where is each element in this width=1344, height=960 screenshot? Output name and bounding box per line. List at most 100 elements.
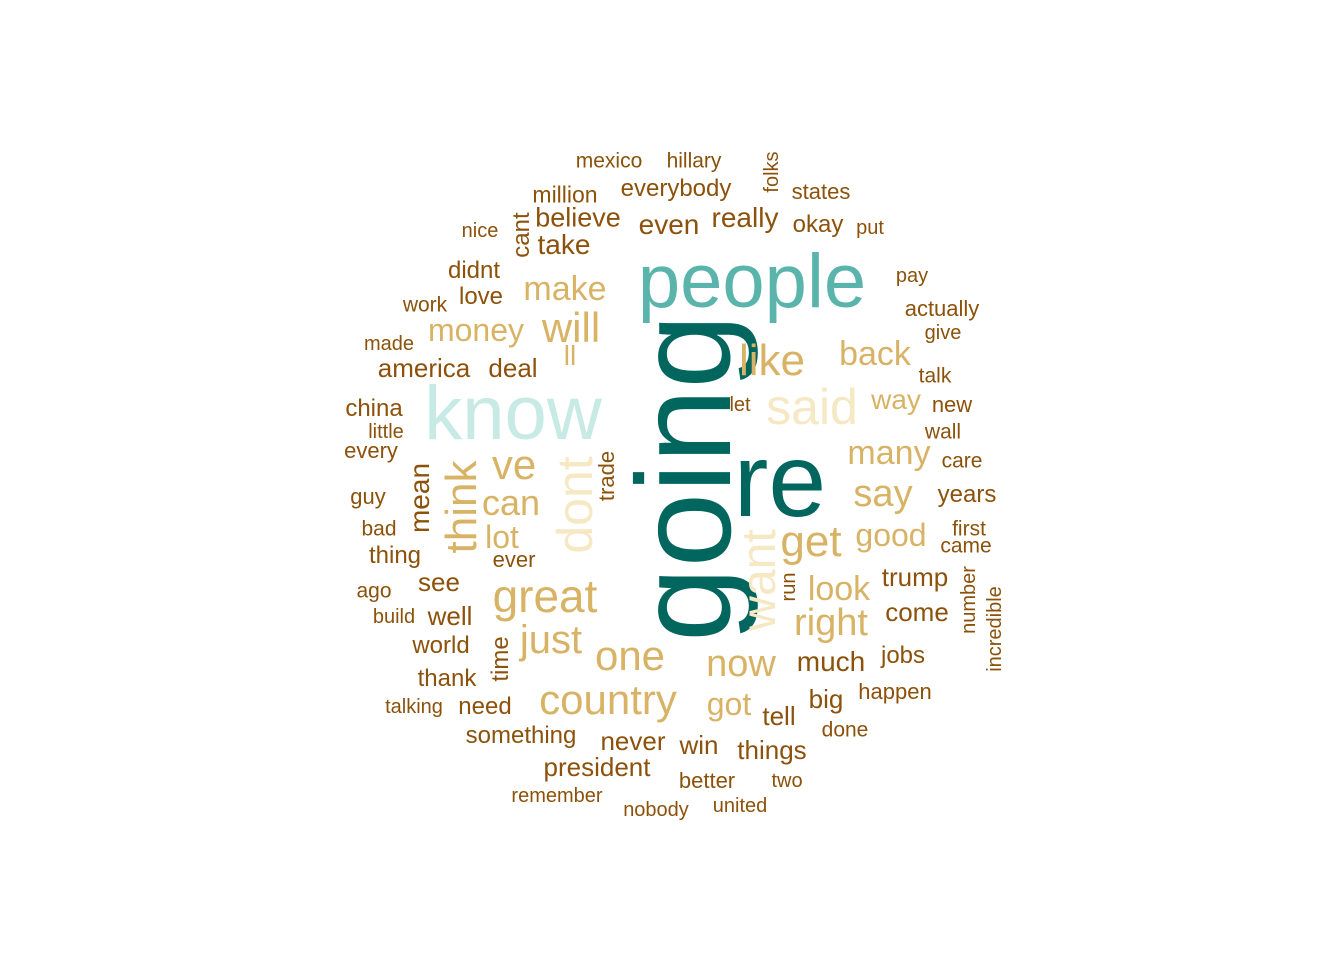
word-way: way — [871, 384, 921, 415]
word-good: good — [855, 517, 927, 553]
word-things: things — [737, 735, 807, 765]
word-much: much — [796, 646, 866, 677]
word-big: big — [808, 684, 844, 714]
word-million: million — [532, 181, 598, 208]
word-world: world — [412, 632, 470, 659]
word-build: build — [372, 606, 416, 628]
word-new: new — [931, 392, 973, 417]
word-talk: talk — [918, 364, 952, 388]
word-now: now — [706, 643, 776, 685]
word-cant: cant — [508, 212, 535, 258]
word-love: love — [458, 283, 504, 310]
word-every: every — [344, 438, 398, 463]
word-even: even — [638, 209, 700, 240]
word-done: done — [821, 718, 869, 742]
word-ll: ll — [563, 340, 577, 371]
word-time: time — [487, 636, 514, 682]
word-two: two — [771, 770, 803, 792]
word-came: came — [940, 534, 992, 558]
word-make: make — [523, 270, 607, 308]
word-re: re — [733, 423, 827, 539]
word-just: just — [519, 618, 583, 662]
word-states: states — [791, 179, 851, 204]
word-country: country — [539, 676, 677, 723]
word-great: great — [492, 570, 598, 622]
word-win: win — [679, 730, 719, 760]
word-will: will — [541, 304, 601, 351]
word-deal: deal — [488, 353, 538, 383]
word-little: little — [368, 421, 404, 443]
word-come: come — [885, 597, 949, 627]
word-bad: bad — [361, 517, 397, 541]
word-hillary: hillary — [666, 149, 722, 173]
word-wall: wall — [924, 420, 962, 444]
word-china: china — [345, 395, 403, 422]
word-pay: pay — [895, 265, 929, 287]
word-let: let — [729, 394, 751, 416]
word-thing: thing — [368, 542, 422, 569]
word-see: see — [418, 567, 460, 597]
word-united: united — [712, 795, 768, 817]
word-tell: tell — [762, 701, 796, 731]
word-get: get — [780, 517, 842, 566]
word-ve: ve — [491, 441, 537, 488]
word-president: president — [543, 752, 651, 782]
word-number: number — [958, 566, 980, 634]
word-look: look — [807, 570, 871, 608]
word-better: better — [678, 768, 736, 793]
word-guy: guy — [350, 484, 386, 509]
word-actually: actually — [904, 296, 980, 321]
word-like: like — [738, 336, 806, 385]
word-back: back — [839, 335, 911, 373]
word-know: know — [424, 371, 602, 456]
word-okay: okay — [792, 211, 844, 238]
word-mean: mean — [404, 462, 435, 534]
word-jobs: jobs — [880, 642, 926, 669]
word-take: take — [537, 229, 591, 260]
word-everybody: everybody — [620, 175, 732, 202]
word-talking: talking — [385, 696, 443, 718]
word-got: got — [706, 686, 752, 722]
word-nice: nice — [461, 220, 499, 242]
word-incredible: incredible — [984, 586, 1006, 672]
word-mexico: mexico — [575, 149, 643, 173]
word-one: one — [594, 632, 666, 679]
word-trade: trade — [594, 450, 619, 502]
word-folks: folks — [761, 151, 783, 193]
word-made: made — [363, 333, 415, 355]
word-remember: remember — [511, 785, 603, 807]
word-many: many — [847, 434, 931, 472]
word-really: really — [711, 202, 779, 233]
word-put: put — [856, 217, 884, 239]
word-can: can — [481, 482, 541, 523]
word-believe: believe — [535, 202, 621, 233]
word-said: said — [766, 379, 858, 435]
word-need: need — [458, 693, 512, 720]
word-give: give — [924, 322, 962, 344]
word-ago: ago — [356, 579, 392, 603]
word-care: care — [941, 449, 983, 473]
word-right: right — [794, 602, 868, 644]
word-dont: dont — [547, 456, 603, 554]
word-people: people — [637, 239, 867, 324]
word-first: first — [952, 517, 986, 541]
word-money: money — [427, 312, 525, 348]
word-ever: ever — [492, 547, 536, 572]
word-never: never — [600, 726, 666, 756]
word-well: well — [427, 601, 473, 631]
word-thank: thank — [417, 665, 477, 692]
word-run: run — [778, 572, 800, 602]
word-want: want — [733, 529, 786, 631]
word-going: going — [610, 314, 759, 642]
word-happen: happen — [858, 679, 932, 704]
word-america: america — [377, 353, 471, 383]
word-trump: trump — [881, 562, 949, 592]
word-think: think — [437, 460, 486, 554]
word-years: years — [937, 481, 997, 508]
word-work: work — [402, 293, 448, 317]
word-lot: lot — [485, 519, 519, 555]
word-something: something — [465, 722, 577, 749]
word-didnt: didnt — [447, 257, 501, 284]
word-nobody: nobody — [623, 799, 689, 821]
